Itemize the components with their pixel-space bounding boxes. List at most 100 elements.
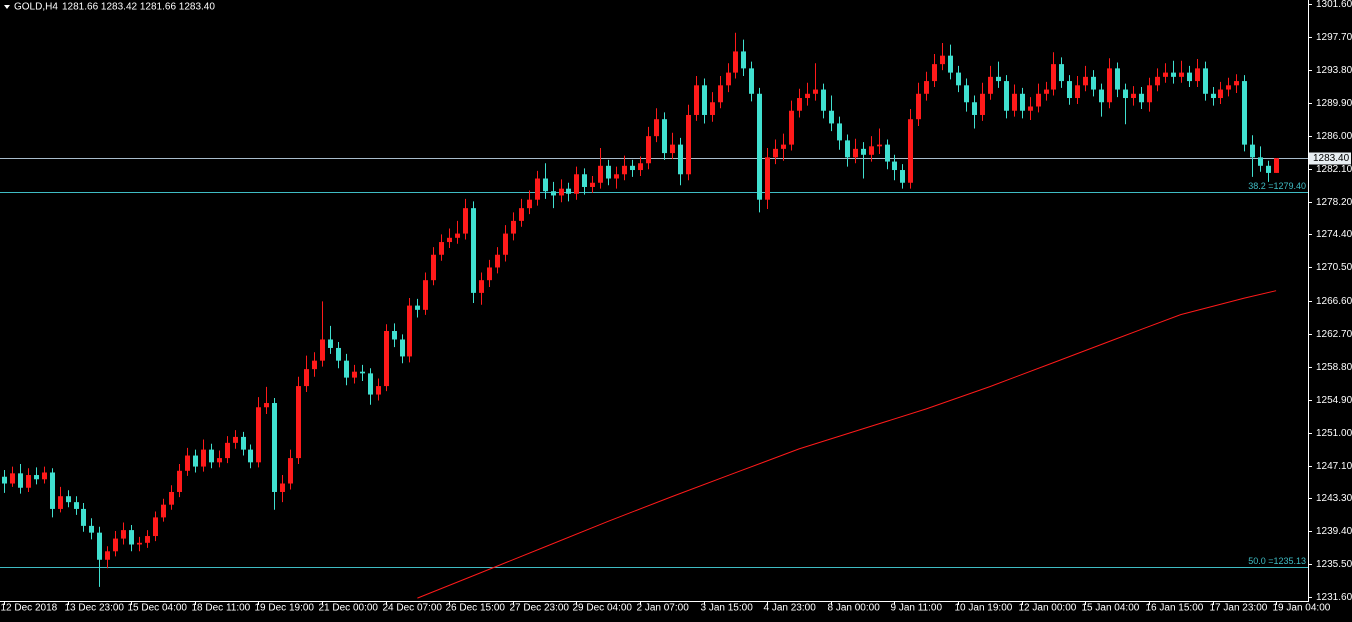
candle-body (50, 472, 55, 509)
candle-body (1226, 85, 1231, 90)
candle-body (400, 339, 405, 357)
candle-body (654, 119, 659, 137)
x-tick-label: 12 Jan 00:00 (1019, 603, 1077, 614)
candle-body (455, 233, 460, 238)
candle-body (543, 178, 548, 192)
candle-body (1139, 93, 1144, 103)
candle-body (344, 360, 349, 378)
candle-body (407, 305, 412, 357)
candle-body (1187, 72, 1192, 82)
candle-body (964, 85, 969, 103)
candle-body (1075, 85, 1080, 99)
candle-body (1099, 89, 1104, 103)
candle-body (519, 208, 524, 221)
candle-body (368, 373, 373, 395)
x-tick-label: 18 Dec 11:00 (192, 603, 251, 614)
candle-body (256, 407, 261, 463)
candle-body (988, 76, 993, 94)
candle-body (845, 140, 850, 158)
candle-body (471, 208, 476, 293)
candle-body (1115, 68, 1120, 90)
candle-body (193, 455, 198, 467)
candle-body (1218, 89, 1223, 99)
candle-body (980, 93, 985, 115)
candle-body (710, 102, 715, 115)
candle-body (384, 331, 389, 387)
candle-body (670, 144, 675, 154)
candle-body (1266, 165, 1271, 173)
candle-body (241, 436, 246, 450)
candle-body (503, 233, 508, 255)
candle-body (34, 475, 39, 480)
candle-body (1250, 144, 1255, 158)
y-tick-label: 1254.90 (1316, 395, 1352, 406)
candle-body (853, 148, 858, 158)
y-tick-label: 1274.40 (1316, 229, 1352, 240)
candle-body (479, 280, 484, 293)
y-tick-label: 1258.80 (1316, 362, 1352, 373)
candle-body (797, 98, 802, 111)
candle-body (447, 237, 452, 243)
x-tick-label: 3 Jan 15:00 (701, 603, 754, 614)
candle-body (773, 148, 778, 158)
y-tick-label: 1301.60 (1316, 0, 1352, 10)
y-tick-label: 1297.70 (1316, 32, 1352, 43)
candle-body (304, 369, 309, 387)
y-tick-label: 1289.90 (1316, 98, 1352, 109)
y-tick-label: 1235.50 (1316, 559, 1352, 570)
candle-body (1195, 68, 1200, 82)
candle-body (1091, 76, 1096, 90)
x-tick-label: 8 Jan 00:00 (828, 603, 881, 614)
candle-body (320, 339, 325, 361)
x-tick-label: 27 Dec 23:00 (510, 603, 570, 614)
x-tick-label: 24 Dec 07:00 (383, 603, 443, 614)
candle-body (726, 72, 731, 86)
y-tick-label: 1251.00 (1316, 428, 1352, 439)
candle-body (630, 165, 635, 171)
candle-body (885, 144, 890, 162)
candle-body (129, 530, 134, 545)
candle-body (1083, 76, 1088, 86)
candle-body (42, 472, 47, 480)
menu-triangle[interactable] (4, 5, 10, 9)
candle-body (757, 93, 762, 200)
candle-body (121, 530, 126, 539)
candle-body (113, 538, 118, 552)
candle-body (749, 68, 754, 94)
candle-body (877, 144, 882, 147)
y-tick-label: 1278.20 (1316, 197, 1352, 208)
candle-body (1211, 93, 1216, 99)
candle-body (1123, 89, 1128, 99)
candle-body (1067, 81, 1072, 99)
candle-body (686, 114, 691, 175)
x-tick-label: 16 Jan 15:00 (1146, 603, 1204, 614)
candle-body (892, 161, 897, 171)
candle-body (1012, 93, 1017, 111)
candle-body (614, 174, 619, 179)
candle-body (535, 178, 540, 200)
x-tick-label: 17 Jan 23:00 (1210, 603, 1268, 614)
candle-body (1020, 93, 1025, 111)
candle-body (678, 144, 683, 175)
candle-body (1179, 72, 1184, 77)
x-tick-label: 12 Dec 2018 (1, 603, 58, 614)
candle-body (1059, 64, 1064, 82)
candle-body (225, 442, 230, 459)
candle-body (105, 551, 110, 560)
candle-body (280, 483, 285, 492)
candle-body (248, 449, 253, 463)
candle-body (439, 242, 444, 255)
candle-body (924, 81, 929, 94)
candle-body (972, 102, 977, 115)
candle-body (582, 174, 587, 187)
candle-body (201, 449, 206, 467)
candle-body (813, 89, 818, 94)
candle-body (733, 51, 738, 73)
candle-body (1028, 106, 1033, 111)
candle-body (765, 157, 770, 200)
candle-body (718, 85, 723, 103)
y-tick-label: 1231.60 (1316, 592, 1352, 603)
candle-body (2, 476, 7, 484)
